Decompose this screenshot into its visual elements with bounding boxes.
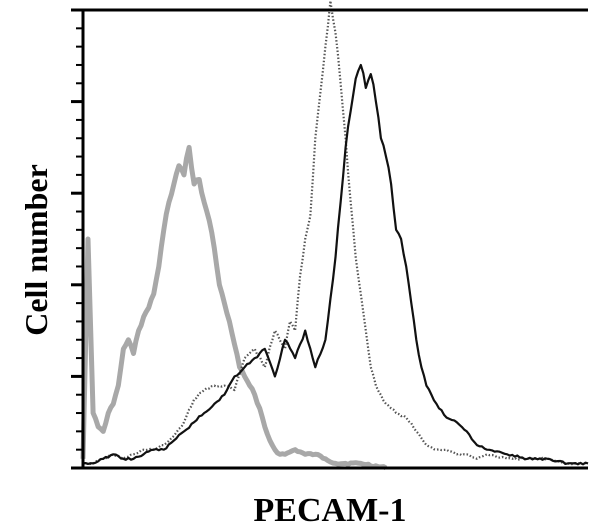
- x-axis-label: PECAM-1: [254, 492, 407, 529]
- axes-layer: [71, 8, 588, 470]
- y-axis-label: Cell number: [18, 164, 54, 336]
- series-3-line: [82, 63, 589, 466]
- series-1-line: [80, 144, 388, 471]
- series-layer: [80, 0, 589, 471]
